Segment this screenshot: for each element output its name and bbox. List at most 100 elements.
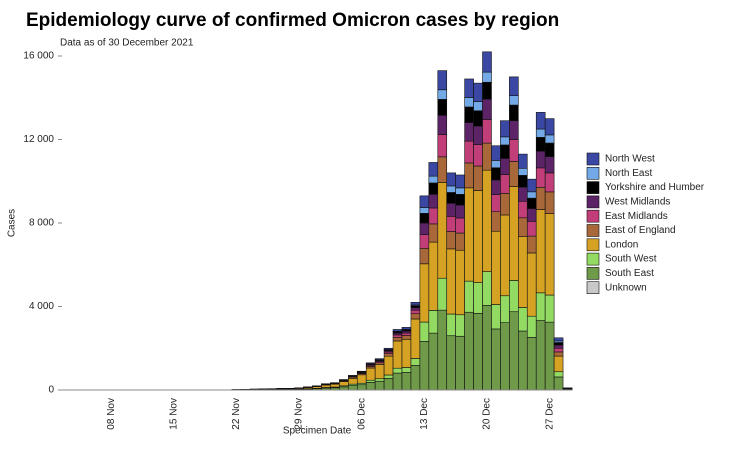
bar-segment xyxy=(509,186,518,280)
bar-segment xyxy=(500,145,509,158)
bar-segment xyxy=(500,137,509,145)
bar-segment xyxy=(527,192,536,198)
bar-segment xyxy=(474,313,483,390)
bar-segment xyxy=(554,356,563,372)
bar-segment xyxy=(447,173,456,186)
bar-segment xyxy=(420,248,429,264)
bar-segment xyxy=(509,161,518,186)
legend-label: East Midlands xyxy=(605,211,668,222)
x-tick-label: 13 Dec xyxy=(419,398,430,430)
legend-label: South West xyxy=(605,254,657,265)
bar-segment xyxy=(420,213,429,223)
bar-segment xyxy=(393,329,402,331)
bar-segment xyxy=(545,143,554,157)
bar-segment xyxy=(491,231,500,304)
bar-segment xyxy=(447,216,456,231)
bar-segment xyxy=(429,208,438,224)
bar-segment xyxy=(500,215,509,296)
bar-segment xyxy=(465,98,474,107)
bar-segment xyxy=(500,296,509,323)
legend-swatch xyxy=(587,282,599,294)
bar-segment xyxy=(375,381,384,390)
y-axis-label: Cases xyxy=(7,209,18,237)
bar-segment xyxy=(474,191,483,283)
legend-swatch xyxy=(587,196,599,208)
x-tick-label: 29 Nov xyxy=(294,398,305,430)
bar-segment xyxy=(366,380,375,382)
bar-segment xyxy=(545,135,554,143)
legend-swatch xyxy=(587,239,599,251)
legend-label: North West xyxy=(605,154,655,165)
bar-segment xyxy=(429,224,438,242)
bar-segment xyxy=(491,329,500,390)
bar-segment xyxy=(545,157,554,173)
x-tick-label: 08 Nov xyxy=(106,398,117,430)
bar-segment xyxy=(429,310,438,333)
bar-segment xyxy=(518,168,527,175)
bar-segment xyxy=(536,112,545,129)
bar-segment xyxy=(411,314,420,319)
x-tick-label: 20 Dec xyxy=(482,398,493,430)
bar-segment xyxy=(527,221,536,236)
bar-segment xyxy=(474,145,483,166)
bar-segment xyxy=(483,72,492,82)
bar-segment xyxy=(536,137,545,151)
chart-subtitle: Data as of 30 December 2021 xyxy=(60,38,194,49)
bar-segment xyxy=(483,82,492,99)
bar-segment xyxy=(447,203,456,216)
bar-segment xyxy=(456,233,465,250)
bar-segment xyxy=(411,365,420,390)
bar-segment xyxy=(465,281,474,312)
x-tick-label: 15 Nov xyxy=(168,398,179,430)
bar-segment xyxy=(420,196,429,208)
bar-segment xyxy=(411,310,420,314)
bar-segment xyxy=(527,316,536,337)
bar-segment xyxy=(429,242,438,310)
bar-segment xyxy=(474,283,483,314)
bar-segment xyxy=(491,160,500,167)
bar-segment xyxy=(518,187,527,201)
bar-segment xyxy=(536,187,545,209)
bar-segment xyxy=(491,168,500,180)
y-tick-label: 0 xyxy=(48,385,54,396)
legend-swatch xyxy=(587,210,599,222)
bar-segment xyxy=(438,90,447,100)
bar-segment xyxy=(483,305,492,390)
bar-segment xyxy=(491,146,500,161)
bar-segment xyxy=(411,358,420,365)
bar-segment xyxy=(527,209,536,222)
bar-segment xyxy=(402,336,411,340)
bar-segment xyxy=(402,339,411,367)
bar-segment xyxy=(456,188,465,194)
bar-segment xyxy=(438,182,447,278)
bar-segment xyxy=(375,379,384,382)
bar-segment xyxy=(527,337,536,390)
bar-segment xyxy=(527,198,536,209)
bar-segment xyxy=(554,343,563,346)
legend-label: Yorkshire and Humber xyxy=(605,182,705,193)
bar-segment xyxy=(536,129,545,137)
y-tick-label: 16 000 xyxy=(23,51,54,62)
bar-segment xyxy=(491,305,500,329)
bar-segment xyxy=(375,365,384,379)
bar-segment xyxy=(554,348,563,352)
bar-segment xyxy=(402,367,411,372)
bar-segment xyxy=(509,77,518,96)
bar-segment xyxy=(536,293,545,321)
legend-swatch xyxy=(587,182,599,194)
legend-label: North East xyxy=(605,168,652,179)
bar-segment xyxy=(447,186,456,193)
bar-segment xyxy=(375,359,384,360)
bar-segment xyxy=(411,308,420,311)
bar-segment xyxy=(509,312,518,390)
bar-segment xyxy=(438,278,447,310)
bar-segment xyxy=(366,368,375,380)
bar-segment xyxy=(420,322,429,341)
y-tick-label: 8 000 xyxy=(29,218,54,229)
bar-segment xyxy=(554,338,563,341)
bar-segment xyxy=(330,384,339,387)
bar-segment xyxy=(465,141,474,163)
bar-segment xyxy=(518,237,527,308)
bar-segment xyxy=(456,194,465,205)
bar-segment xyxy=(366,363,375,364)
